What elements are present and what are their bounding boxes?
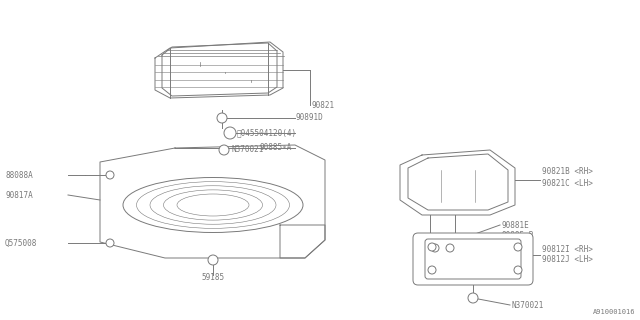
- Text: A910001016: A910001016: [593, 309, 635, 315]
- Circle shape: [219, 145, 229, 155]
- Text: 90885∗B: 90885∗B: [502, 230, 534, 239]
- Circle shape: [514, 243, 522, 251]
- Circle shape: [106, 171, 114, 179]
- Text: N370021: N370021: [512, 300, 545, 309]
- FancyBboxPatch shape: [413, 233, 533, 285]
- Ellipse shape: [123, 178, 303, 233]
- Text: N370021: N370021: [232, 146, 264, 155]
- Circle shape: [217, 113, 227, 123]
- Circle shape: [428, 266, 436, 274]
- Text: 90881E: 90881E: [502, 220, 530, 229]
- Text: S: S: [228, 131, 232, 135]
- Text: 90821C <LH>: 90821C <LH>: [542, 179, 593, 188]
- Text: 90885∗A: 90885∗A: [260, 143, 292, 153]
- Text: 59185: 59185: [202, 274, 225, 283]
- Circle shape: [468, 293, 478, 303]
- Text: 90812I <RH>: 90812I <RH>: [542, 245, 593, 254]
- Circle shape: [446, 244, 454, 252]
- Circle shape: [428, 243, 436, 251]
- Polygon shape: [400, 150, 515, 215]
- Circle shape: [431, 244, 439, 252]
- Polygon shape: [100, 145, 325, 258]
- Text: 90891D: 90891D: [296, 114, 324, 123]
- Circle shape: [224, 127, 236, 139]
- Text: 90812J <LH>: 90812J <LH>: [542, 255, 593, 265]
- Text: Q575008: Q575008: [5, 238, 37, 247]
- Text: 88088A: 88088A: [5, 171, 33, 180]
- Polygon shape: [418, 238, 528, 280]
- Text: 90821B <RH>: 90821B <RH>: [542, 167, 593, 177]
- Circle shape: [106, 239, 114, 247]
- Text: Ⓢ045504120(4): Ⓢ045504120(4): [237, 129, 297, 138]
- Text: 90817A: 90817A: [5, 190, 33, 199]
- Circle shape: [514, 266, 522, 274]
- Circle shape: [208, 255, 218, 265]
- Text: 90821: 90821: [312, 100, 335, 109]
